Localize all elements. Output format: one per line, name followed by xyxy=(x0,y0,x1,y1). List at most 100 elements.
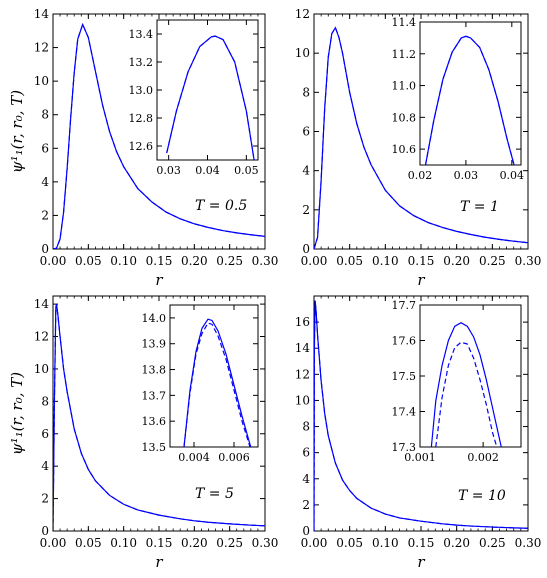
temperature-annotation: T = 5 xyxy=(195,486,234,502)
inset-top-right: 0.02 0.03 0.04 10.6 10.8 11.0 11.2 11.4 xyxy=(392,16,525,182)
inset-series-line-dashed xyxy=(183,322,251,447)
y-tick-label: 17.4 xyxy=(392,406,417,419)
y-tick-label: 11.4 xyxy=(392,16,417,29)
x-tick-label: 0.20 xyxy=(181,536,208,550)
y-tick-label: 4 xyxy=(302,164,310,178)
inset-series-line-dashed xyxy=(166,35,255,160)
y-tick-label: 13.2 xyxy=(129,56,154,69)
y-tick-label: 12 xyxy=(295,367,310,381)
y-tick-label: 4 xyxy=(41,175,49,189)
y-tick-label: 14 xyxy=(295,341,311,355)
y-tick-label: 17.5 xyxy=(392,370,417,383)
series-line-dashed xyxy=(53,304,265,531)
x-tick-label: 0.004 xyxy=(178,451,210,464)
x-tick-label: 0.30 xyxy=(515,536,542,550)
y-tick-label: 13.4 xyxy=(129,28,154,41)
y-tick-label: 10 xyxy=(34,74,49,88)
y-tick-label: 13.7 xyxy=(142,389,167,402)
x-tick-label: 0.30 xyxy=(515,254,542,268)
x-tick-label: 0.25 xyxy=(216,536,243,550)
x-tick-label: 0.05 xyxy=(234,164,259,177)
x-tick-label: 0.20 xyxy=(443,536,470,550)
y-tick-label: 10.8 xyxy=(392,111,417,124)
x-tick-label: 0.03 xyxy=(156,164,181,177)
x-tick-label: 0.10 xyxy=(110,536,137,550)
inset-series-line-dashed xyxy=(435,341,498,447)
x-tick-label: 0.20 xyxy=(181,254,208,268)
inset-frame xyxy=(419,304,522,448)
x-tick-label: 0.04 xyxy=(195,164,220,177)
y-tick-label: 10 xyxy=(34,362,49,376)
y-tick-label: 4 xyxy=(41,459,49,473)
y-tick-label: 17.7 xyxy=(392,299,417,312)
x-tick-label: 0.05 xyxy=(336,536,363,550)
y-tick-label: 17.6 xyxy=(392,335,417,348)
x-axis-label: r xyxy=(155,553,163,571)
y-tick-label: 11.0 xyxy=(392,80,417,93)
y-tick-label: 12.8 xyxy=(129,112,154,125)
y-tick-label: 13.5 xyxy=(142,441,167,454)
series-line-dashed xyxy=(53,22,265,249)
x-tick-label: 0.00 xyxy=(301,536,328,550)
panel-top-right: 0.00 0.05 0.10 0.15 0.20 0.25 0.30 0 2 4 6 8 10 12 r T … xyxy=(295,7,542,289)
x-tick-label: 0.00 xyxy=(40,536,67,550)
x-axis-label: r xyxy=(417,553,425,571)
inset-series-line-solid xyxy=(430,322,502,447)
y-tick-label: 17.3 xyxy=(392,441,417,454)
x-tick-label: 0.02 xyxy=(408,169,433,182)
y-tick-label: 13.9 xyxy=(142,338,167,351)
y-tick-label: 8 xyxy=(41,108,49,122)
y-tick-label: 16 xyxy=(295,315,310,329)
y-tick-label: 10 xyxy=(295,46,310,60)
x-tick-label: 0.30 xyxy=(252,254,279,268)
inset-frame xyxy=(156,19,259,161)
x-tick-label: 0.15 xyxy=(146,254,173,268)
y-tick-label: 4 xyxy=(302,472,310,486)
series-line-dashed xyxy=(314,301,528,531)
x-tick-label: 0.00 xyxy=(301,254,328,268)
x-tick-label: 0.15 xyxy=(408,254,435,268)
temperature-annotation: T = 10 xyxy=(458,488,506,504)
temperature-annotation: T = 1 xyxy=(460,199,499,215)
x-tick-label: 0.10 xyxy=(372,536,399,550)
y-tick-label: 0 xyxy=(41,524,49,538)
panel-top-left: 0.00 0.05 0.10 0.15 0.20 0.25 0.30 0 2 4 6 8 10 12 14 r… xyxy=(8,7,278,289)
y-tick-label: 2 xyxy=(302,498,310,512)
y-axis-label: ψ¹₁(r, r₀, T) xyxy=(8,372,26,455)
y-tick-label: 12.6 xyxy=(129,140,154,153)
y-tick-label: 12 xyxy=(34,330,49,344)
x-tick-label: 0.10 xyxy=(372,254,399,268)
x-tick-label: 0.03 xyxy=(454,169,479,182)
y-tick-label: 0 xyxy=(41,242,49,256)
x-tick-label: 0.10 xyxy=(110,254,137,268)
panel-bottom-right: 0.00 0.05 0.10 0.15 0.20 0.25 0.30 0 2 4 6 8 10 12 14 1… xyxy=(295,295,542,571)
inset-frame xyxy=(419,21,522,166)
y-tick-label: 8 xyxy=(41,394,49,408)
x-tick-label: 0.05 xyxy=(75,536,102,550)
inset-series-line-dashed xyxy=(424,35,515,165)
temperature-annotation: T = 0.5 xyxy=(195,198,247,214)
y-tick-label: 0 xyxy=(302,242,310,256)
y-tick-label: 6 xyxy=(302,446,310,460)
x-tick-label: 0.04 xyxy=(500,169,525,182)
y-tick-label: 6 xyxy=(41,141,49,155)
x-tick-label: 0.00 xyxy=(40,254,67,268)
y-tick-label: 13.0 xyxy=(129,84,154,97)
y-tick-label: 10 xyxy=(295,393,310,407)
y-tick-label: 12 xyxy=(295,7,310,21)
x-tick-label: 0.25 xyxy=(479,254,506,268)
y-tick-label: 8 xyxy=(302,85,310,99)
x-tick-label: 0.15 xyxy=(408,536,435,550)
y-tick-label: 13.8 xyxy=(142,364,167,377)
x-tick-label: 0.05 xyxy=(336,254,363,268)
inset-top-left: 0.03 0.04 0.05 12.6 12.8 13.0 13.2 13.4 xyxy=(129,19,259,177)
x-tick-label: 0.001 xyxy=(404,451,436,464)
x-tick-label: 0.25 xyxy=(216,254,243,268)
series-line-dashed xyxy=(314,26,528,249)
inset-frame xyxy=(169,304,259,448)
y-tick-label: 11.2 xyxy=(392,48,417,61)
x-axis-label: r xyxy=(417,271,425,289)
x-tick-label: 0.006 xyxy=(218,451,250,464)
y-tick-label: 0 xyxy=(302,524,310,538)
